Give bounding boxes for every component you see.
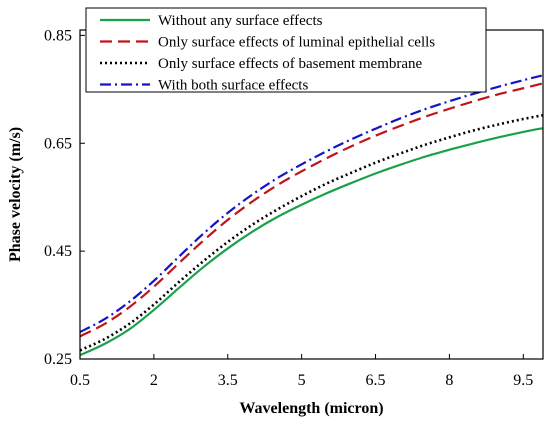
x-tick-label: 6.5 (366, 372, 386, 389)
series-layer (79, 74, 544, 357)
legend-label-4: With both surface effects (158, 78, 308, 94)
x-tick-label: 3.5 (218, 372, 238, 389)
x-tick-label: 9.5 (513, 372, 533, 389)
legend-label-2: Only surface effects of luminal epitheli… (158, 35, 435, 51)
series-line-1 (79, 127, 544, 357)
y-axis-title: Phase velocity (m/s) (7, 127, 24, 262)
y-tick-label: 0.65 (44, 135, 72, 152)
series-line-2 (79, 82, 544, 338)
series-line-4 (79, 74, 544, 334)
x-axis-title: Wavelength (micron) (239, 400, 383, 417)
y-tick-label: 0.25 (44, 351, 72, 368)
y-tick-label: 0.85 (44, 27, 72, 44)
y-tick-label: 0.45 (44, 243, 72, 260)
x-tick-label: 2 (150, 372, 158, 389)
legend-label-3: Only surface effects of basement membran… (158, 56, 423, 72)
legend: Without any surface effects Only surface … (85, 7, 487, 94)
legend-label-1: Without any surface effects (158, 13, 323, 29)
legend-box (85, 7, 487, 93)
x-tick-label: 5 (298, 372, 306, 389)
series-line-3 (79, 113, 544, 352)
x-tick-label: 0.5 (70, 372, 90, 389)
axis-ticks: 0.5 2 3.5 5 6.5 8 9.5 0.25 0.45 0.65 0.85 (44, 27, 533, 389)
x-tick-label: 8 (445, 372, 453, 389)
